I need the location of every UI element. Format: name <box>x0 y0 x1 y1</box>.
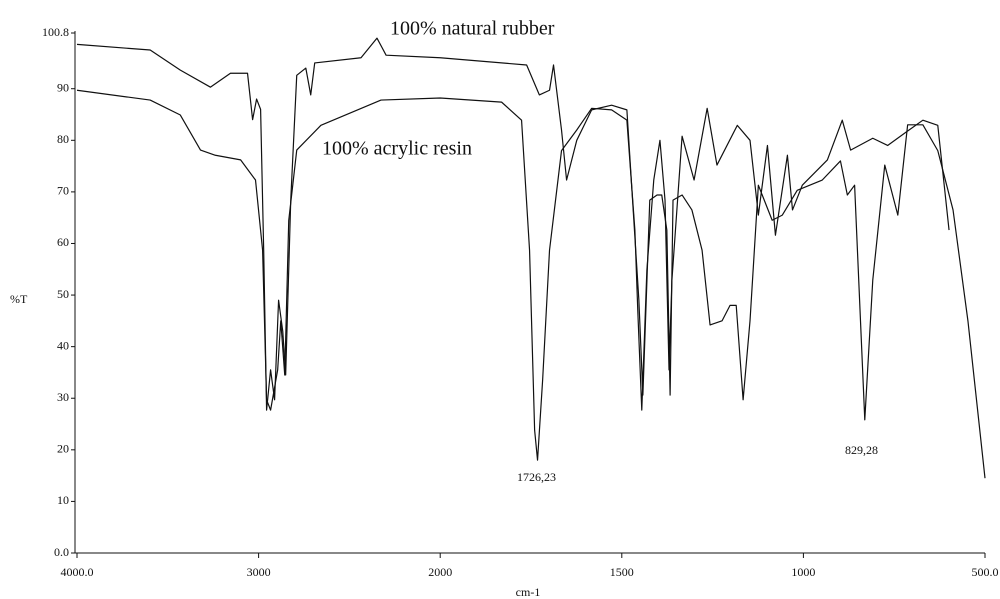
x-tick-label: 3000 <box>247 565 271 579</box>
y-tick-label: 60 <box>57 235 69 249</box>
y-tick-label: 10 <box>57 493 69 507</box>
x-tick-label: 2000 <box>428 565 452 579</box>
spectrum-line <box>76 89 950 461</box>
annotation: 100% natural rubber <box>390 18 555 40</box>
y-tick-label: 50 <box>57 287 69 301</box>
x-tick-label: 500.0 <box>972 565 999 579</box>
peak-label: 829,28 <box>845 443 878 457</box>
y-tick-label: 0.0 <box>54 545 69 559</box>
x-tick-label: 1500 <box>610 565 634 579</box>
y-tick-label: 100.8 <box>42 25 69 39</box>
annotation: 100% acrylic resin <box>322 138 472 160</box>
y-tick-label: 40 <box>57 338 69 352</box>
peak-label: 1726,23 <box>517 470 556 484</box>
x-tick-label: 4000.0 <box>61 565 94 579</box>
spectrum-line <box>76 37 986 479</box>
y-axis-label: %T <box>10 292 28 306</box>
y-tick-label: 30 <box>57 390 69 404</box>
y-tick-label: 70 <box>57 184 69 198</box>
y-tick-label: 20 <box>57 442 69 456</box>
y-tick-label: 90 <box>57 80 69 94</box>
x-axis-label: cm-1 <box>516 585 541 599</box>
y-tick-label: 80 <box>57 132 69 146</box>
x-tick-label: 1000 <box>791 565 815 579</box>
